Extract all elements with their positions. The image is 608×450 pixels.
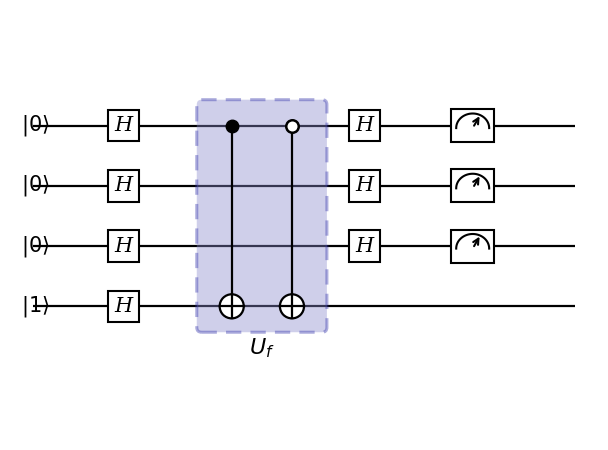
Bar bbox=[108, 110, 139, 141]
Text: H: H bbox=[114, 297, 133, 316]
Text: $|0\rangle$: $|0\rangle$ bbox=[21, 234, 49, 259]
Text: $U_f$: $U_f$ bbox=[249, 337, 275, 360]
Text: H: H bbox=[114, 237, 133, 256]
Text: H: H bbox=[355, 237, 373, 256]
Text: $|1\rangle$: $|1\rangle$ bbox=[21, 294, 49, 319]
Bar bbox=[108, 230, 139, 262]
Bar bbox=[108, 170, 139, 202]
Bar bbox=[108, 291, 139, 322]
Text: H: H bbox=[114, 116, 133, 135]
FancyBboxPatch shape bbox=[197, 100, 327, 332]
Bar bbox=[348, 110, 380, 141]
Text: H: H bbox=[355, 116, 373, 135]
Circle shape bbox=[280, 294, 304, 319]
Text: $|0\rangle$: $|0\rangle$ bbox=[21, 173, 49, 198]
Bar bbox=[348, 170, 380, 202]
Text: H: H bbox=[355, 176, 373, 195]
Bar bbox=[348, 230, 380, 262]
Bar bbox=[451, 169, 494, 202]
Text: $|0\rangle$: $|0\rangle$ bbox=[21, 113, 49, 138]
Bar bbox=[451, 230, 494, 263]
Circle shape bbox=[219, 294, 244, 319]
Bar bbox=[451, 109, 494, 142]
Text: H: H bbox=[114, 176, 133, 195]
